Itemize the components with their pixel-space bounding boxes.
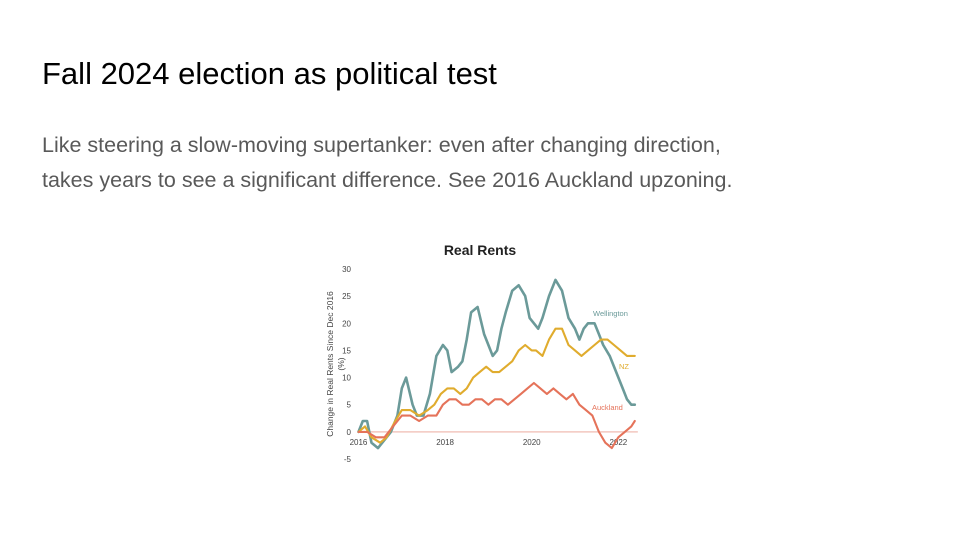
series-label-nz: NZ [619, 362, 629, 371]
series-line-wellington [357, 278, 637, 450]
body-line-1: Like steering a slow-moving supertanker:… [42, 133, 721, 157]
y-tick-label: -5 [344, 455, 352, 464]
x-tick-label: 2022 [609, 438, 627, 447]
y-tick-label: 25 [342, 292, 351, 301]
body-line-2: takes years to see a significant differe… [42, 168, 733, 192]
series-label-wellington: Wellington [593, 309, 628, 318]
y-tick-label: 0 [347, 428, 352, 437]
x-tick-label: 2018 [436, 438, 454, 447]
y-tick-label: 20 [342, 319, 351, 328]
x-tick-label: 2020 [523, 438, 541, 447]
y-tick-label: 30 [342, 265, 351, 274]
slide-body: Like steering a slow-moving supertanker:… [42, 128, 862, 198]
series-line-auckland [357, 381, 636, 450]
series-label-auckland: Auckland [592, 403, 623, 412]
y-tick-label: 10 [342, 374, 351, 383]
series-line-nz [357, 327, 636, 444]
slide-title: Fall 2024 election as political test [42, 56, 497, 91]
real-rents-chart: Real Rents Change in Real Rents Since Dec… [325, 242, 638, 464]
y-tick-label: 5 [347, 401, 352, 410]
y-tick-label: 15 [342, 346, 351, 355]
x-tick-label: 2016 [350, 438, 368, 447]
chart-title: Real Rents [444, 242, 517, 258]
y-axis-label: Change in Real Rents Since Dec 2016(%) [325, 291, 346, 437]
